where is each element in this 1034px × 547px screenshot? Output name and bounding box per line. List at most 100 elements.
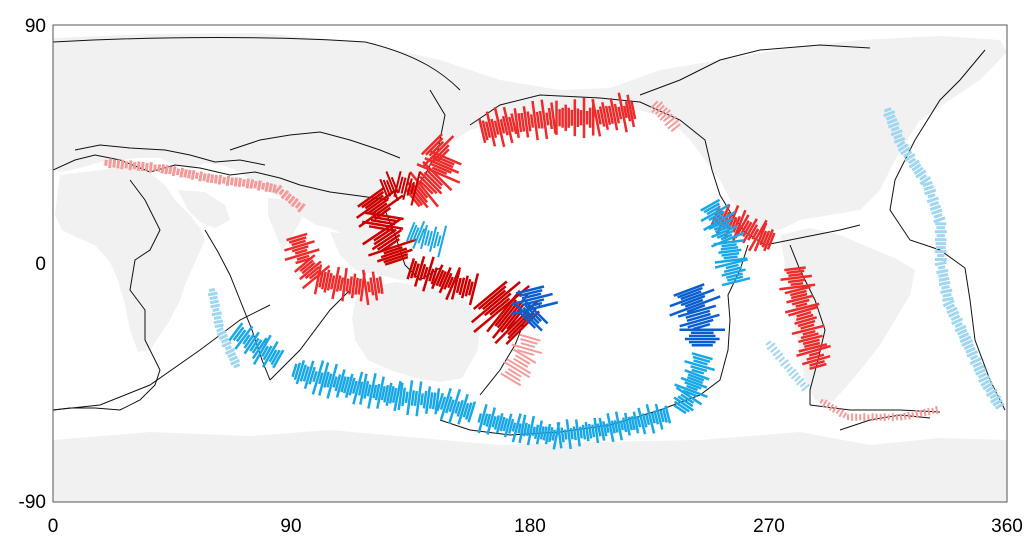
seismic-tick <box>369 277 375 296</box>
seismic-tick <box>650 100 659 109</box>
blue-tick-layer <box>207 107 1005 450</box>
seismic-tick <box>779 283 816 291</box>
seismic-tick <box>422 390 428 409</box>
seismic-tick <box>434 388 441 415</box>
seismic-tick <box>413 256 426 287</box>
seismic-tick <box>456 399 464 417</box>
seismic-tick <box>522 298 549 325</box>
seismic-tick <box>222 176 226 184</box>
seismic-tick <box>168 166 173 175</box>
seismic-tick <box>617 92 628 133</box>
seismic-tick <box>950 314 961 322</box>
seismic-tick <box>931 208 943 216</box>
seismic-tick <box>778 356 786 363</box>
seismic-tick <box>613 420 619 433</box>
seismic-tick <box>489 297 511 316</box>
seismic-tick <box>366 281 371 293</box>
seismic-tick <box>493 120 500 135</box>
seismic-tick <box>420 133 443 156</box>
seismic-tick <box>478 118 487 144</box>
seismic-tick <box>578 426 583 439</box>
seismic-tick <box>116 159 121 169</box>
seismic-tick <box>380 386 386 401</box>
seismic-tick <box>506 358 532 375</box>
seismic-tick <box>406 258 416 280</box>
seismic-tick <box>252 334 272 366</box>
seismic-tick <box>341 267 348 302</box>
seismic-tick <box>720 233 733 241</box>
seismic-tick <box>213 319 224 325</box>
seismic-tick <box>942 292 952 298</box>
seismic-tick <box>382 179 392 197</box>
seismic-tick <box>959 335 972 344</box>
seismic-tick <box>364 194 384 210</box>
seismic-tick <box>503 413 513 438</box>
seismic-tick <box>938 276 950 282</box>
seismic-tick <box>927 407 931 416</box>
seismic-tick <box>786 269 805 275</box>
seismic-tick <box>956 328 968 336</box>
seismic-tick <box>422 266 429 280</box>
seismic-tick <box>245 178 250 189</box>
seismic-tick <box>437 225 448 258</box>
seismic-tick <box>700 204 730 223</box>
seismic-tick <box>904 152 916 163</box>
seismic-tick <box>312 371 318 383</box>
x-tick-label: 90 <box>280 516 301 537</box>
seismic-tick <box>933 216 946 224</box>
seismic-tick <box>684 369 710 381</box>
seismic-tick <box>424 229 430 246</box>
seismic-tick <box>662 113 673 122</box>
seismic-tick <box>673 400 690 413</box>
seismic-tick <box>144 162 149 171</box>
seismic-tick <box>326 272 333 291</box>
seismic-tick <box>366 384 372 397</box>
seismic-tick <box>794 375 802 382</box>
seismic-tick <box>284 240 315 252</box>
seismic-tick <box>433 231 440 249</box>
seismic-tick <box>428 268 435 282</box>
seismic-tick <box>965 346 976 354</box>
seismic-tick <box>933 212 943 219</box>
seismic-tick <box>788 272 804 278</box>
seismic-tick <box>770 346 778 353</box>
seismic-tick <box>936 268 949 275</box>
seismic-tick <box>842 412 848 419</box>
seismic-tick <box>893 136 906 144</box>
seismic-tick <box>373 228 397 246</box>
seismic-tick <box>499 119 506 134</box>
seismic-tick <box>502 418 509 432</box>
seismic-tick <box>427 170 444 187</box>
seismic-tick <box>721 243 737 248</box>
seismic-tick <box>725 263 739 270</box>
seismic-tick <box>272 184 277 193</box>
seismic-tick <box>354 277 359 295</box>
seismic-tick <box>828 403 835 411</box>
seismic-tick <box>484 121 492 138</box>
seismic-tick <box>472 280 508 311</box>
seismic-tick <box>335 369 346 398</box>
seismic-tick <box>604 105 612 126</box>
seismic-tick <box>229 177 234 186</box>
plate-boundaries <box>53 37 1006 436</box>
seismic-tick <box>691 368 705 375</box>
seismic-tick <box>351 380 358 394</box>
seismic-tick <box>721 268 746 277</box>
seismic-tick <box>334 374 342 392</box>
seismic-tick <box>291 363 298 378</box>
seismic-tick <box>301 264 331 290</box>
seismic-tick <box>902 150 913 158</box>
seismic-tick <box>713 239 744 246</box>
seismic-tick <box>385 382 393 406</box>
seismic-tick <box>581 424 587 440</box>
seismic-tick <box>624 101 632 122</box>
seismic-tick <box>297 202 306 213</box>
seismic-tick <box>686 376 704 385</box>
seismic-tick <box>680 376 708 389</box>
seismic-tick <box>977 372 988 379</box>
seismic-tick <box>424 386 432 414</box>
seismic-tick <box>413 263 420 278</box>
seismic-tick <box>626 94 636 128</box>
seismic-tick <box>370 218 396 226</box>
